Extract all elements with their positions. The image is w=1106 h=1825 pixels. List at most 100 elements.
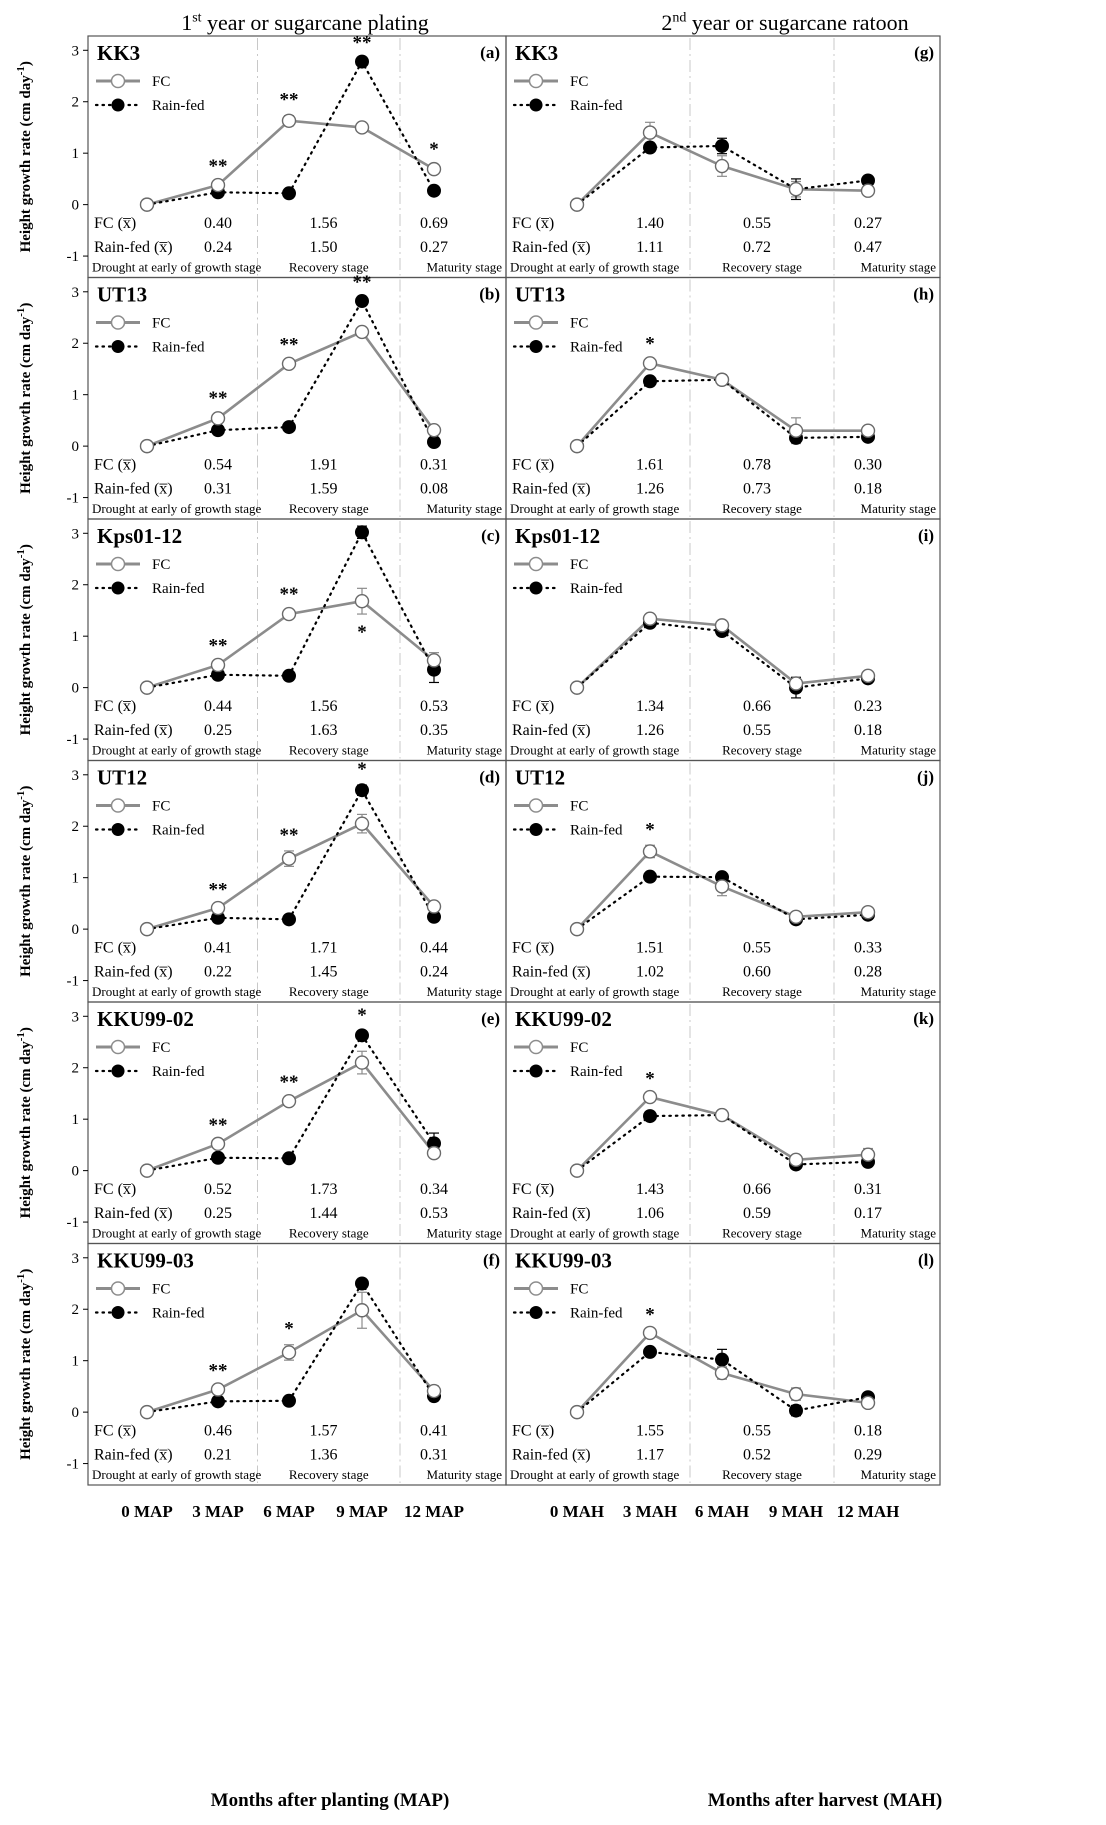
legend-rainfed-marker (529, 1064, 543, 1078)
legend-fc-marker (110, 798, 126, 813)
marker-fc (642, 611, 658, 626)
y-tick-label: 1 (72, 629, 80, 645)
marker-fc (210, 1382, 226, 1397)
y-tick-label: 3 (72, 43, 80, 59)
legend-fc-marker (528, 73, 544, 89)
x-tick-label-left: 6 MAP (263, 1502, 314, 1521)
marker-fc (788, 1386, 804, 1402)
stage-label-recovery: Recovery stage (289, 1226, 369, 1241)
marker-fc (860, 1395, 876, 1411)
legend-fc-label: FC (570, 74, 588, 90)
legend-rainfed-label: Rain-fed (570, 823, 623, 839)
x-axis-label-right: Months after harvest (MAH) (707, 1790, 943, 1811)
y-tick-label: 2 (72, 1302, 80, 1318)
stage-label-maturity: Maturity stage (427, 1467, 503, 1482)
panel-title: Kps01-12 (515, 524, 600, 548)
stage-label-drought: Drought at early of growth stage (510, 743, 680, 758)
legend-rainfed-marker (111, 1306, 125, 1319)
legend-rainfed-label: Rain-fed (152, 823, 205, 839)
y-tick-label: 3 (72, 526, 80, 542)
mean-row-label-fc: FC (x̅) (512, 1422, 554, 1439)
stage-label-drought: Drought at early of growth stage (92, 501, 262, 516)
mean-value-fc: 0.66 (743, 698, 771, 715)
stage-label-drought: Drought at early of growth stage (510, 501, 680, 516)
panel-title: KKU99-02 (515, 1007, 612, 1031)
significance-marker: * (645, 1304, 655, 1325)
y-axis-label: Height growth rate (cm day-1) (15, 544, 34, 735)
marker-rainfed (643, 374, 657, 389)
marker-fc (354, 1055, 370, 1070)
panel-label: (f) (483, 1251, 500, 1270)
marker-fc (788, 909, 804, 924)
x-tick-label-left: 9 MAP (336, 1502, 387, 1521)
marker-fc (354, 324, 370, 340)
significance-marker: ** (209, 879, 228, 900)
legend-fc-label: FC (570, 799, 588, 815)
panel-frame (505, 1242, 941, 1486)
significance-marker: ** (353, 272, 372, 293)
mean-value-fc: 0.69 (420, 215, 448, 232)
marker-rainfed (643, 1109, 657, 1124)
y-axis-label-exp: -1 (15, 549, 27, 558)
stage-label-drought: Drought at early of growth stage (510, 984, 680, 999)
x-tick-label-left: 0 MAP (121, 1502, 172, 1521)
marker-fc (210, 900, 226, 916)
y-tick-label: 0 (72, 1164, 80, 1180)
panel-title: KK3 (515, 41, 558, 65)
mean-value-fc: 1.34 (636, 698, 664, 715)
marker-rainfed (643, 869, 657, 884)
mean-value-fc: 0.52 (204, 1181, 232, 1198)
stage-label-recovery: Recovery stage (289, 501, 369, 516)
legend-rainfed-marker (529, 823, 543, 836)
legend-rainfed-marker (111, 340, 125, 353)
marker-fc (642, 844, 658, 859)
mean-value-fc: 1.56 (310, 698, 338, 715)
mean-row-label-rainfed: Rain-fed (x̅) (94, 1446, 173, 1463)
significance-marker: ** (209, 635, 228, 656)
y-tick-label: 0 (72, 1405, 80, 1421)
mean-value-fc: 0.40 (204, 215, 232, 232)
marker-fc (642, 1089, 658, 1105)
left-column-title: 1st year or sugarcane plating (181, 10, 429, 35)
mean-value-fc: 1.91 (310, 456, 338, 473)
mean-value-fc: 0.55 (743, 939, 771, 956)
marker-fc (354, 593, 370, 609)
stage-label-maturity: Maturity stage (427, 984, 503, 999)
y-tick-label: 1 (72, 871, 80, 887)
marker-fc (354, 1303, 370, 1318)
marker-rainfed (282, 1393, 296, 1408)
panel-label: (g) (914, 43, 934, 62)
series-rainfed-line (575, 1350, 870, 1414)
y-axis-label: Height growth rate (cm day-1) (15, 1269, 34, 1460)
stage-label-drought: Drought at early of growth stage (92, 984, 262, 999)
mean-value-rainfed: 0.53 (420, 1205, 448, 1222)
marker-fc (860, 1147, 876, 1162)
y-axis-label: Height growth rate (cm day-1) (15, 1027, 34, 1218)
mean-value-fc: 0.54 (204, 456, 232, 473)
significance-marker: * (429, 139, 439, 160)
stage-label-maturity: Maturity stage (861, 1226, 937, 1241)
mean-value-fc: 0.78 (743, 456, 771, 473)
mean-value-rainfed: 0.25 (204, 722, 232, 739)
marker-fc (281, 356, 297, 372)
marker-rainfed (282, 420, 296, 435)
panel-title: UT13 (515, 283, 565, 307)
panel-title: UT12 (97, 766, 147, 790)
mean-row-label-fc: FC (x̅) (512, 215, 554, 232)
significance-marker: * (284, 1319, 294, 1340)
stage-label-drought: Drought at early of growth stage (510, 1226, 680, 1241)
mean-value-fc: 0.44 (204, 698, 232, 715)
legend-rainfed-label: Rain-fed (570, 1306, 623, 1322)
mean-value-fc: 1.71 (310, 939, 338, 956)
mean-value-fc: 0.31 (854, 1181, 882, 1198)
marker-rainfed (643, 1344, 657, 1359)
marker-fc (139, 1404, 155, 1420)
marker-fc (788, 1152, 804, 1168)
marker-rainfed (715, 1352, 729, 1367)
mean-value-fc: 1.55 (636, 1422, 664, 1439)
mean-value-fc: 0.30 (854, 456, 882, 473)
significance-marker: * (645, 334, 655, 355)
y-axis-label-text: Height growth rate (cm day (18, 1282, 34, 1460)
